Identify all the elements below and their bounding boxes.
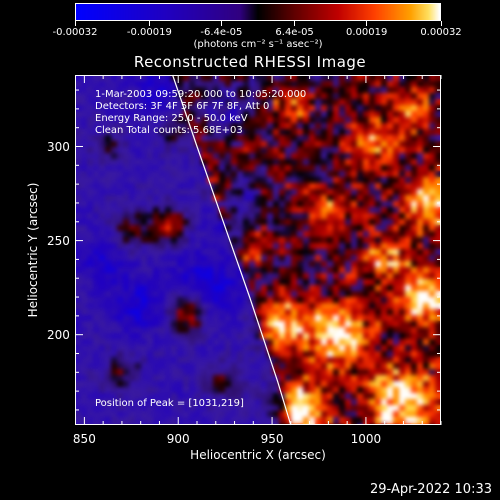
axis-ticks (75, 75, 442, 425)
plot-overlay (75, 74, 442, 426)
colorbar-tick-label: 0.00019 (345, 27, 388, 38)
annotation-clean-counts: Clean Total counts: 5.68E+03 (95, 125, 243, 136)
colorbar-tick-mark (440, 21, 442, 26)
y-tick-label: 250 (47, 233, 70, 248)
y-tick-label: 200 (47, 327, 70, 342)
solar-limb-line (172, 74, 292, 426)
colorbar-tick-mark (148, 21, 150, 26)
colorbar-units: (photons cm⁻² s⁻¹ asec⁻²) (193, 39, 323, 50)
colorbar-tick-mark (74, 21, 76, 26)
colorbar-tick-mark (366, 21, 368, 26)
colorbar-tick-mark (220, 21, 222, 26)
annotation-peak-position: Position of Peak = [1031,219] (95, 398, 244, 409)
colorbar-tick-mark (294, 21, 296, 26)
colorbar-tick-label: 0.00032 (420, 27, 462, 38)
annotation-detectors: Detectors: 3F 4F 5F 6F 7F 8F, Att 0 (95, 101, 270, 112)
x-tick-label: 950 (260, 432, 284, 446)
colorbar (75, 3, 441, 21)
colorbar-tick-label: 6.4e-05 (275, 27, 314, 38)
heatmap-image (75, 75, 441, 425)
colorbar-tick-label: -0.00019 (126, 27, 172, 38)
y-tick-label: 300 (47, 139, 70, 154)
annotation-time-range: 1-Mar-2003 09:59:20.000 to 10:05:20.000 (95, 89, 307, 100)
colorbar-tick-label: -6.4e-05 (200, 27, 243, 38)
x-tick-label: 850 (72, 432, 96, 446)
plot-frame (75, 75, 441, 425)
date-stamp: 29-Apr-2022 10:33 (370, 482, 492, 497)
annotation-energy-range: Energy Range: 25.0 - 50.0 keV (95, 113, 248, 124)
colorbar-tick-label: -0.00032 (52, 27, 98, 38)
x-tick-label: 900 (166, 432, 190, 446)
plot-area: 1-Mar-2003 09:59:20.000 to 10:05:20.000 … (75, 74, 442, 426)
y-axis-label: Heliocentric Y (arcsec) (26, 182, 40, 318)
chart-title: Reconstructed RHESSI Image (133, 53, 367, 71)
x-tick-label: 1000 (350, 432, 382, 446)
x-axis-label: Heliocentric X (arcsec) (190, 448, 326, 462)
